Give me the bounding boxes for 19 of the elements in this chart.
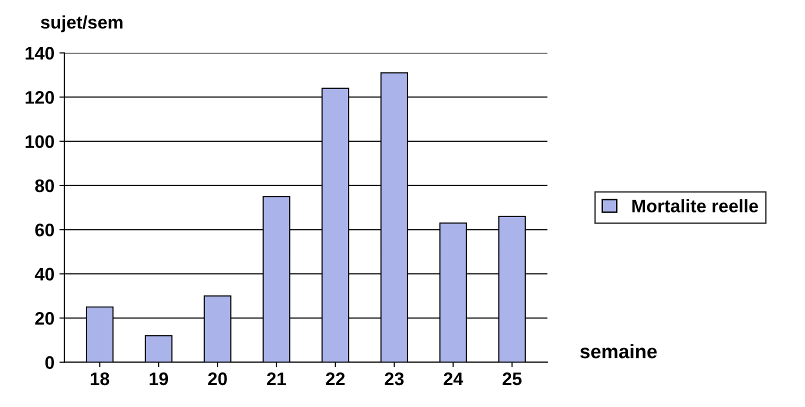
y-tick-label: 60 <box>35 224 54 236</box>
y-axis-title: sujet/sem <box>40 15 122 32</box>
x-tick-label: 18 <box>90 372 110 386</box>
x-tick-label: 25 <box>502 372 522 386</box>
y-tick-label: 0 <box>45 356 54 369</box>
legend-label: Mortalite reelle <box>632 199 758 212</box>
x-axis-title: semaine <box>580 344 657 358</box>
x-tick-label: 24 <box>444 372 464 386</box>
x-tick-label: 19 <box>150 372 168 386</box>
y-tick-label: 20 <box>35 312 54 325</box>
x-tick-label: 22 <box>326 372 345 386</box>
y-tick-label: 80 <box>35 179 54 192</box>
x-tick-label: 23 <box>384 372 404 386</box>
x-tick-label: 21 <box>267 372 286 386</box>
x-tick-label: 20 <box>208 372 227 386</box>
y-tick-label: 100 <box>26 135 54 148</box>
y-tick-label: 40 <box>34 268 54 281</box>
y-tick-label: 140 <box>26 46 54 60</box>
y-tick-label: 120 <box>26 91 54 104</box>
